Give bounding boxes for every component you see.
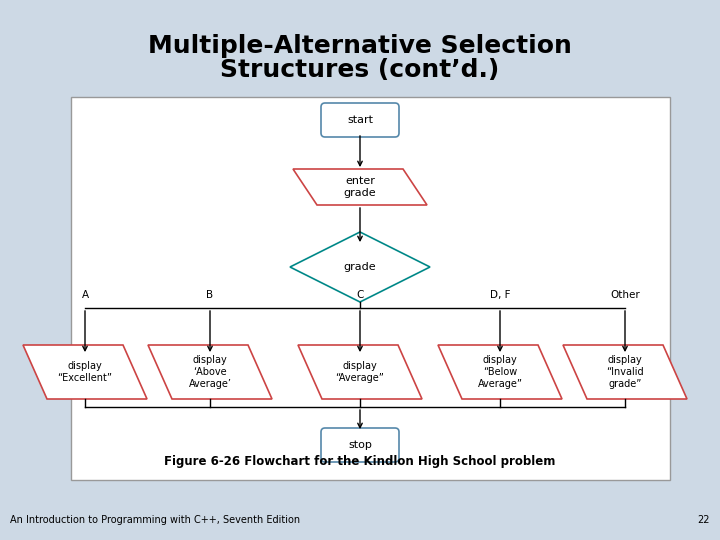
Text: display
“Below
Average”: display “Below Average” [477, 355, 523, 389]
FancyBboxPatch shape [321, 103, 399, 137]
Text: D, F: D, F [490, 290, 510, 300]
Text: A: A [81, 290, 89, 300]
Text: Multiple-Alternative Selection: Multiple-Alternative Selection [148, 34, 572, 58]
Polygon shape [563, 345, 687, 399]
Text: Figure 6-26 Flowchart for the Kindlon High School problem: Figure 6-26 Flowchart for the Kindlon Hi… [164, 456, 556, 469]
Text: An Introduction to Programming with C++, Seventh Edition: An Introduction to Programming with C++,… [10, 515, 300, 525]
Polygon shape [23, 345, 147, 399]
Text: B: B [207, 290, 214, 300]
Text: 22: 22 [698, 515, 710, 525]
Text: display
‘Above
Average’: display ‘Above Average’ [189, 355, 232, 389]
Polygon shape [298, 345, 422, 399]
Text: display
“Average”: display “Average” [336, 361, 384, 383]
Text: Structures (cont’d.): Structures (cont’d.) [220, 58, 500, 82]
Text: grade: grade [343, 262, 377, 272]
Polygon shape [148, 345, 272, 399]
Text: enter
grade: enter grade [343, 176, 377, 198]
Text: stop: stop [348, 440, 372, 450]
Text: start: start [347, 115, 373, 125]
Text: Other: Other [610, 290, 640, 300]
Polygon shape [293, 169, 427, 205]
Polygon shape [290, 232, 430, 302]
FancyBboxPatch shape [321, 428, 399, 462]
Text: display
“Excellent”: display “Excellent” [58, 361, 112, 383]
Text: display
“Invalid
grade”: display “Invalid grade” [606, 355, 644, 389]
FancyBboxPatch shape [71, 97, 670, 480]
Text: C: C [356, 290, 364, 300]
Polygon shape [438, 345, 562, 399]
